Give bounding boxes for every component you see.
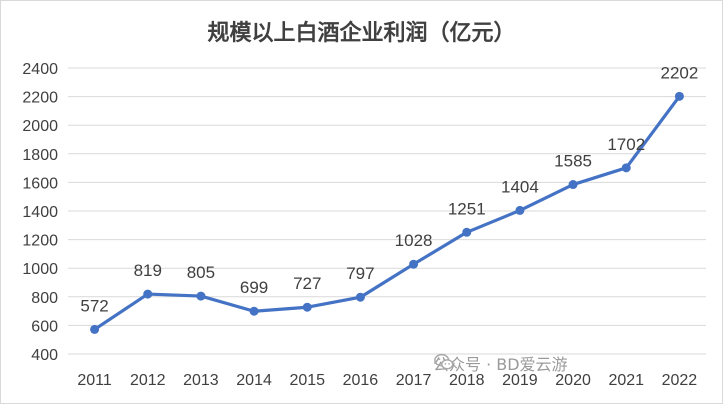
x-tick-label: 2015 [289, 372, 325, 389]
x-tick-label: 2016 [343, 372, 379, 389]
x-tick-label: 2022 [662, 372, 698, 389]
y-tick-label: 1200 [22, 233, 58, 250]
y-tick-label: 600 [31, 318, 58, 335]
y-tick-label: 2400 [22, 61, 58, 78]
data-point [568, 180, 578, 190]
data-label: 797 [346, 264, 374, 283]
y-tick-label: 1800 [22, 147, 58, 164]
y-tick-label: 2000 [22, 118, 58, 135]
data-label: 572 [80, 296, 108, 315]
data-label: 1251 [448, 199, 486, 218]
chart-title: 规模以上白酒企业利润（亿元） [207, 20, 516, 46]
data-point [409, 259, 419, 269]
data-point [355, 292, 365, 302]
data-point [674, 91, 684, 101]
x-tick-label: 2019 [502, 372, 538, 389]
data-point [515, 205, 525, 215]
data-point [302, 302, 312, 312]
data-label: 2202 [661, 63, 699, 82]
data-label: 1404 [501, 177, 539, 196]
data-label: 819 [134, 261, 162, 280]
x-tick-label: 2020 [555, 372, 591, 389]
data-label: 727 [293, 274, 321, 293]
data-point [143, 289, 153, 299]
y-tick-label: 2200 [22, 90, 58, 107]
data-point [249, 306, 259, 316]
data-point [196, 291, 206, 301]
data-label: 699 [240, 278, 268, 297]
data-label: 1028 [395, 231, 433, 250]
y-tick-label: 1000 [22, 261, 58, 278]
series-line [93, 95, 681, 331]
wechat-icon [434, 353, 454, 370]
watermark-text: 公众号 · BD爱云游 [433, 355, 568, 374]
data-point [90, 324, 100, 334]
data-point [621, 163, 631, 173]
x-tick-label: 2017 [396, 372, 432, 389]
x-tick-label: 2012 [130, 372, 166, 389]
x-tick-label: 2013 [183, 372, 219, 389]
x-tick-label: 2011 [77, 372, 112, 389]
y-tick-label: 400 [31, 347, 58, 364]
y-tick-label: 1400 [22, 204, 58, 221]
data-label: 805 [187, 263, 215, 282]
x-tick-label: 2018 [449, 372, 485, 389]
x-tick-label: 2021 [608, 372, 644, 389]
watermark: 公众号 · BD爱云游 [433, 351, 568, 375]
y-tick-label: 800 [31, 290, 58, 307]
data-label: 1702 [607, 135, 645, 154]
data-label: 1585 [554, 152, 592, 171]
data-point [462, 227, 472, 237]
y-tick-label: 1600 [22, 175, 58, 192]
x-tick-label: 2014 [236, 372, 272, 389]
